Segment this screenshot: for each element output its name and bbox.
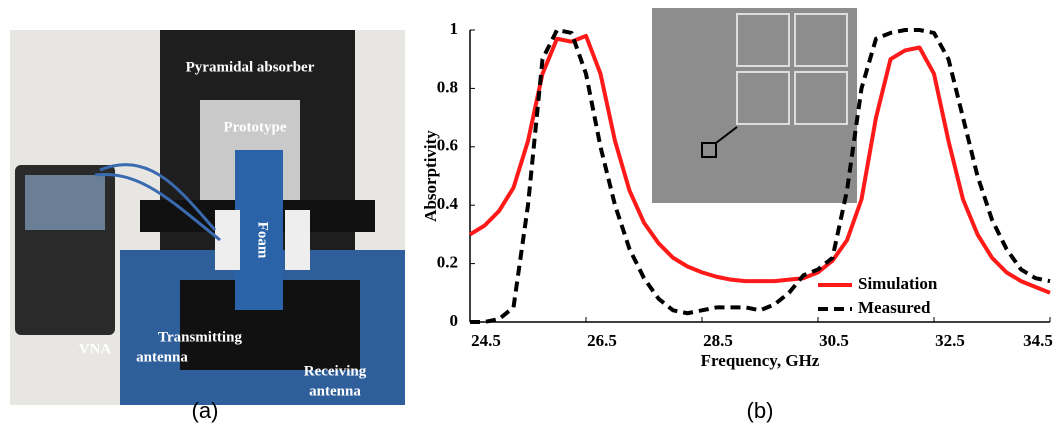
y-tick-label: 0.2 (437, 253, 458, 272)
caption: (b) (747, 398, 774, 423)
y-tick-label: 0.8 (437, 77, 458, 96)
x-axis-label: Frequency, GHz (701, 351, 820, 370)
x-tick-label: 34.5 (1023, 331, 1053, 350)
y-axis-label: Absorptivity (421, 130, 440, 222)
x-tick-label: 28.5 (703, 331, 733, 350)
cables (94, 163, 221, 242)
inset-pattern (701, 13, 848, 158)
photo-label: antenna (309, 383, 361, 399)
series-line (470, 28, 1051, 324)
x-tick-label: 32.5 (935, 331, 965, 350)
photo-label: Prototype (223, 119, 286, 135)
y-tick-label: 1 (450, 19, 459, 38)
caption: (a) (192, 398, 219, 423)
photo-label: Receiving (304, 363, 367, 379)
rx-antenna (285, 210, 310, 270)
series-line (468, 33, 1051, 295)
vna-screen (25, 175, 105, 230)
photo-label: Pyramidal absorber (186, 59, 315, 75)
x-tick-label: 24.5 (471, 331, 501, 350)
photo-label: VNA (79, 341, 112, 357)
photo-label: Foam (255, 222, 271, 259)
x-tick-label: 26.5 (587, 331, 617, 350)
x-tick-label: 30.5 (819, 331, 849, 350)
photo-label: Transmitting (158, 329, 242, 345)
y-tick-label: 0.6 (437, 136, 458, 155)
photo-label: antenna (136, 349, 188, 365)
photo (10, 30, 405, 405)
legend-label: Measured (858, 298, 931, 317)
legend-label: Simulation (858, 274, 938, 293)
foam (235, 150, 283, 310)
y-tick-label: 0.4 (437, 194, 459, 213)
y-tick-label: 0 (450, 311, 459, 330)
inset-image (652, 8, 857, 203)
